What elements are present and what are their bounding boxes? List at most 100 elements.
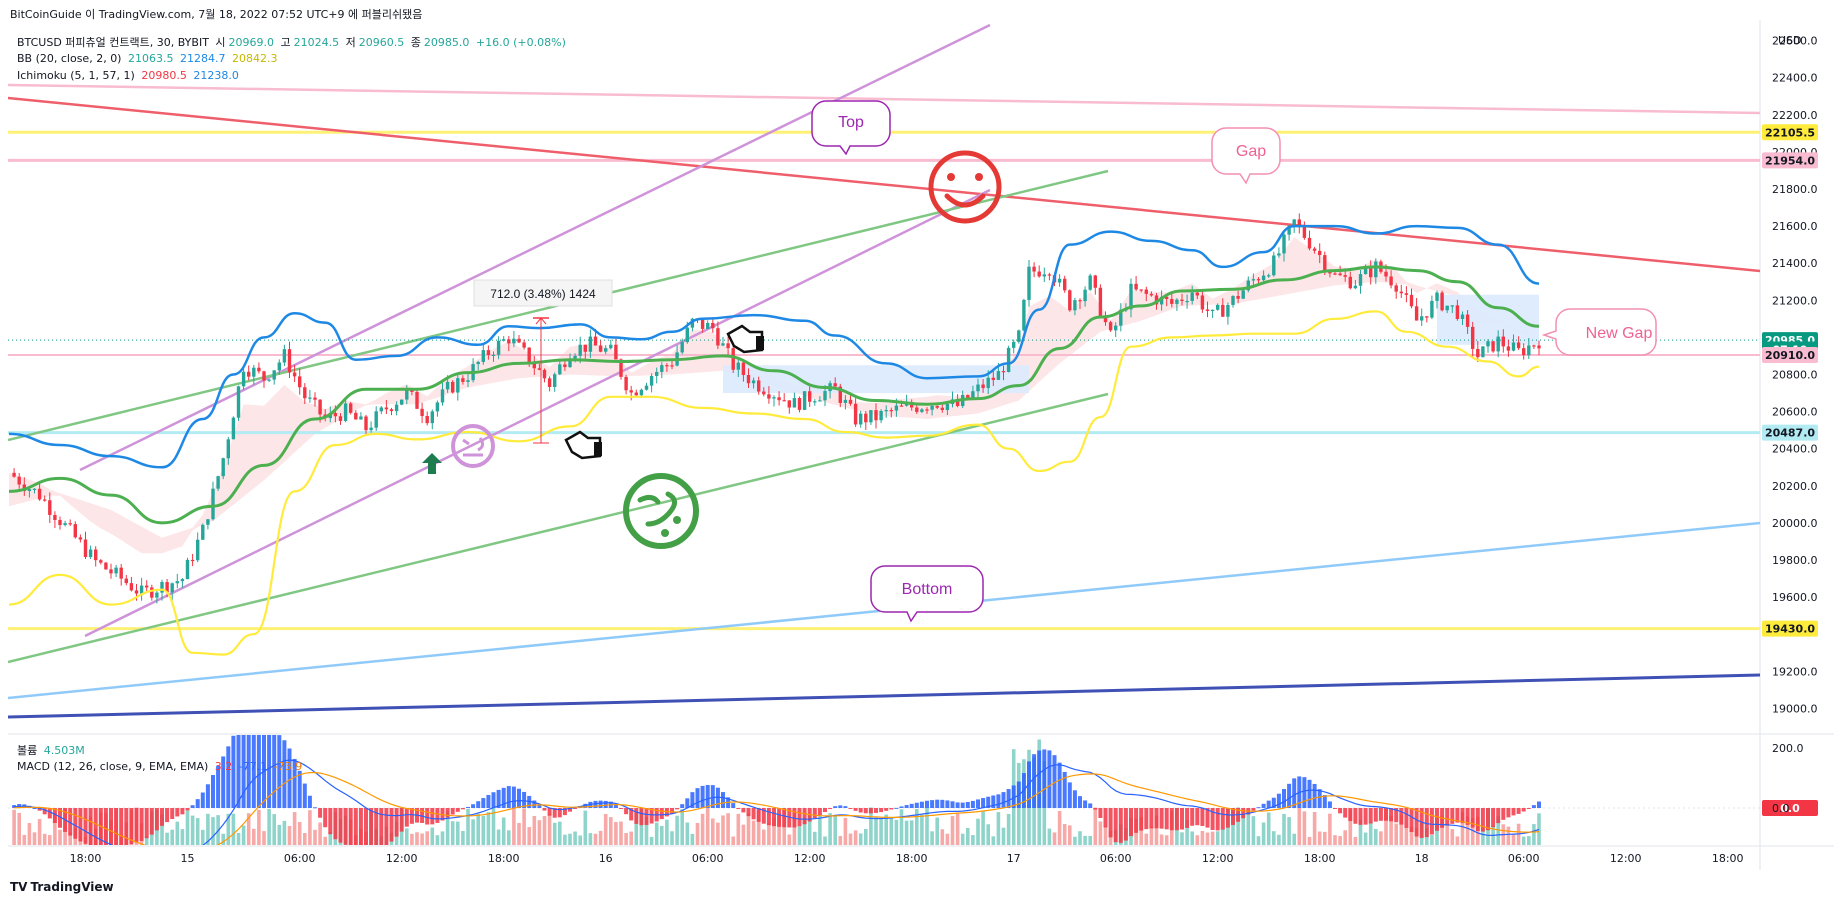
- volume-bar-109: [563, 834, 567, 845]
- price-axis[interactable]: 22600.022400.022200.022000.021800.021600…: [1772, 35, 1818, 716]
- candle-body-206: [1057, 278, 1062, 283]
- candle-body-51: [267, 379, 271, 381]
- candle-body-137: [706, 322, 710, 329]
- macd-hist-175: [899, 806, 904, 808]
- volume-bar-192: [986, 824, 990, 845]
- emoji-annotations[interactable]: [422, 150, 1002, 549]
- macd-hist-231: [1185, 808, 1190, 828]
- macd-legend[interactable]: MACD (12, 26, close, 9, EMA, EMA) 3.2 -7…: [17, 760, 305, 773]
- dizzy-face-icon[interactable]: [623, 473, 699, 549]
- volume-bar-225: [1154, 815, 1159, 845]
- macd-hist-111: [573, 808, 578, 809]
- macd-hist-24: [129, 808, 134, 845]
- volume-bar-50: [262, 831, 266, 845]
- macd-signal-value: -73.9: [273, 760, 303, 773]
- x-tick-1: 15: [181, 852, 195, 865]
- smile-face-icon[interactable]: [928, 150, 1002, 224]
- candle-body-158: [813, 401, 817, 403]
- candle-body-28: [150, 587, 154, 598]
- bb-label[interactable]: BB (20, close, 2, 0): [17, 52, 122, 65]
- macd-hist-181: [930, 800, 935, 808]
- new-gap-callout[interactable]: New Gap: [1541, 308, 1657, 356]
- candle-body-143: [736, 362, 740, 370]
- macd-hist-74: [384, 808, 389, 845]
- macd-hist-202: [1037, 750, 1042, 808]
- candle-body-223: [1144, 289, 1148, 294]
- time-axis[interactable]: 18:00 15 06:00 12:00 18:00 16 06:00 12:00 18:00 1…: [70, 852, 1744, 865]
- macd-hist-9: [52, 808, 57, 824]
- macd-hist-42: [221, 756, 226, 808]
- candle-body-167: [859, 413, 863, 425]
- candle-body-159: [818, 400, 822, 402]
- symbol-name[interactable]: BTCUSD 퍼피츄얼 컨트랙트, 30, BYBIT: [17, 36, 209, 49]
- confused-face-icon[interactable]: [451, 424, 495, 468]
- macd-hist-242: [1241, 808, 1246, 819]
- price-tag-4: 20910.0: [1765, 349, 1815, 362]
- candle-body-65: [338, 416, 343, 421]
- macd-hist-99: [511, 786, 516, 808]
- callouts[interactable]: Top Gap New Gap Bottom 712.0 (3.48%) 142…: [473, 100, 1657, 623]
- bottom-callout[interactable]: Bottom: [870, 565, 984, 623]
- volume-bar-256: [1312, 811, 1317, 845]
- macd-hist-25: [134, 808, 139, 843]
- candle-body-231: [1185, 300, 1189, 303]
- top-callout[interactable]: Top: [811, 100, 891, 156]
- volume-bar-87: [450, 821, 455, 845]
- volume-bar-98: [507, 830, 511, 845]
- gap-callout[interactable]: Gap: [1211, 127, 1281, 185]
- ichimoku-legend[interactable]: Ichimoku (5, 1, 57, 1) 20980.5 21238.0: [17, 69, 242, 82]
- candle-body-266: [1363, 267, 1368, 275]
- volume-bar-47: [246, 813, 251, 845]
- low-value: 20960.5: [358, 36, 405, 49]
- candle-body-10: [58, 519, 62, 526]
- macd-hist-8: [47, 808, 52, 819]
- volume-legend[interactable]: 볼륨 4.503M: [17, 742, 88, 758]
- bb-legend[interactable]: BB (20, close, 2, 0) 21063.5 21284.7 208…: [17, 52, 280, 65]
- pointing-hand-icon-2[interactable]: [564, 430, 602, 460]
- candle-body-50: [262, 371, 266, 381]
- price-tag-bg-5: [1762, 424, 1818, 441]
- x-tick-10: 06:00: [1100, 852, 1132, 865]
- candle-body-262: [1343, 275, 1347, 277]
- measure-tool[interactable]: 712.0 (3.48%) 1424: [473, 279, 613, 444]
- macd-hist-283: [1450, 808, 1455, 824]
- candle-body-113: [583, 344, 587, 352]
- volume-bar-294: [1506, 826, 1511, 845]
- ichimoku-label[interactable]: Ichimoku (5, 1, 57, 1): [17, 69, 135, 82]
- candle-body-150: [772, 397, 776, 399]
- candle-body-16: [88, 549, 93, 558]
- volume-bar-190: [976, 818, 980, 845]
- macd-hist-182: [935, 799, 940, 808]
- candle-body-69: [359, 416, 363, 420]
- volume-bar-171: [879, 818, 883, 845]
- macd-label[interactable]: MACD (12, 26, close, 9, EMA, EMA): [17, 760, 209, 773]
- macd-hist-150: [772, 808, 776, 827]
- macd-hist-120: [619, 808, 623, 809]
- macd-hist-225: [1154, 808, 1159, 829]
- candle-body-164: [843, 399, 848, 403]
- ichimoku-b-value: 21238.0: [193, 69, 239, 82]
- candle-body-141: [726, 343, 730, 349]
- macd-pane: [8, 735, 1760, 845]
- volume-label[interactable]: 볼륨: [17, 744, 38, 757]
- volume-bar-246: [1261, 822, 1266, 845]
- candle-body-7: [43, 499, 47, 501]
- pointing-hand-icon[interactable]: [726, 324, 764, 354]
- macd-hist-47: [246, 735, 251, 808]
- candle-body-87: [451, 381, 455, 393]
- candle-body-29: [155, 592, 159, 598]
- bb-basis-line: [8, 265, 1540, 525]
- candle-body-298: [1527, 345, 1531, 356]
- volume-bar-115: [593, 833, 598, 845]
- volume-bar-185: [950, 816, 955, 845]
- candle-body-249: [1277, 253, 1281, 256]
- trend-drawings[interactable]: [8, 23, 1760, 719]
- macd-hist-107: [552, 808, 557, 818]
- resistance-trendline: [8, 96, 1760, 273]
- volume-bar-59: [308, 810, 312, 845]
- candle-body-60: [313, 397, 317, 400]
- tradingview-logo[interactable]: 𝗧𝗩 TradingView: [10, 880, 114, 894]
- candle-body-43: [226, 439, 230, 459]
- symbol-legend[interactable]: BTCUSD 퍼피츄얼 컨트랙트, 30, BYBIT 시 20969.0 고 21…: [17, 34, 569, 50]
